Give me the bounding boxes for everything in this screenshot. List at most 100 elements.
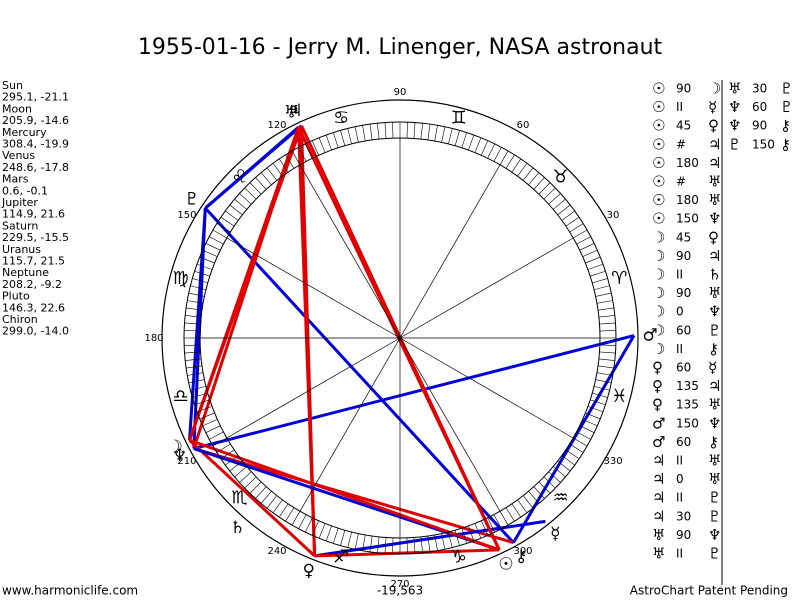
ring-tick: [595, 379, 612, 384]
aspect-planet: ☽: [652, 340, 665, 358]
ring-tick: [184, 322, 201, 325]
aspect-type: 0: [676, 305, 684, 319]
ring-tick: [528, 491, 540, 504]
planet-coords: 308.4, -19.9: [2, 138, 69, 151]
ring-tick: [354, 126, 359, 143]
aspect-type: 150: [676, 416, 699, 430]
ring-tick: [468, 134, 475, 151]
ring-tick: [332, 132, 339, 148]
ring-tick: [318, 523, 326, 539]
ring-tick: [505, 507, 515, 522]
aspect-planet: ☉: [652, 154, 665, 172]
sign-glyph: ♎: [173, 386, 189, 407]
ring-tick: [362, 125, 366, 142]
ring-tick: [384, 537, 387, 554]
ring-tick: [427, 124, 431, 140]
ring-tick: [234, 466, 247, 478]
ring-tick: [192, 278, 208, 284]
aspect-type: 90: [676, 249, 691, 263]
outer-circle: [161, 99, 639, 577]
aspect-line: [204, 207, 515, 544]
ring-tick: [579, 243, 595, 251]
wheel-planet-glyph: ☉: [498, 554, 513, 574]
planet-coords: 248.6, -17.8: [2, 161, 69, 174]
aspect-type: 30: [676, 509, 691, 523]
ring-tick: [225, 210, 239, 221]
ring-tick: [209, 236, 224, 245]
ring-tick: [186, 307, 202, 311]
aspect-type: 60: [676, 435, 691, 449]
aspect-type: 90: [676, 82, 691, 96]
spoke: [299, 164, 401, 339]
planet-coords: 146.3, 22.6: [2, 301, 65, 314]
wheel-planet-glyph: ♇: [184, 189, 199, 209]
ring-tick: [548, 471, 561, 483]
ring-tick: [216, 443, 231, 453]
ring-tick: [420, 536, 423, 553]
ring-tick: [590, 270, 606, 277]
ring-tick: [454, 130, 460, 146]
ring-tick: [592, 392, 608, 398]
aspect-planet: ♃: [652, 489, 665, 507]
ring-tick: [190, 285, 207, 290]
ring-tick: [185, 358, 202, 361]
degree-label: 270: [390, 579, 409, 590]
aspect-line: [189, 438, 500, 552]
aspect-planet: ☉: [652, 80, 665, 98]
ring-tick: [505, 154, 515, 169]
wheel-planet-glyph: ☽: [167, 437, 182, 457]
ring-tick: [369, 536, 373, 552]
ring-tick: [220, 449, 235, 460]
ring-tick: [538, 481, 551, 494]
footer-note: AstroChart Patent Pending: [630, 584, 788, 598]
ring-tick: [278, 503, 289, 518]
ring-tick: [585, 256, 601, 264]
ring-tick: [318, 137, 326, 153]
footer-site: www.harmoniclife.com: [2, 584, 138, 598]
aspect-planet: ☿: [708, 98, 717, 116]
ring-tick: [285, 154, 295, 169]
sign-glyph: ♑: [451, 546, 467, 567]
aspect-planet: ♀: [708, 228, 719, 246]
aspect-type: 60: [752, 100, 767, 114]
aspect-planet: ☽: [652, 266, 665, 284]
ring-tick: [596, 300, 613, 304]
ring-tick: [553, 198, 566, 210]
aspect-line: [193, 334, 635, 451]
ring-tick: [185, 315, 202, 318]
ring-tick: [298, 147, 307, 162]
ring-tick: [377, 536, 380, 553]
degree-label: 210: [177, 456, 196, 467]
aspect-type: 0: [676, 472, 684, 486]
aspect-type: 90: [676, 528, 691, 542]
aspect-line: [188, 439, 316, 557]
sign-glyph: ♌: [231, 166, 247, 187]
ring-tick: [413, 537, 416, 554]
ring-tick: [434, 125, 438, 142]
ring-tick: [305, 143, 313, 159]
aspect-type: 90: [676, 286, 691, 300]
aspect-planet: ♀: [652, 359, 663, 377]
ring-tick: [311, 520, 319, 536]
aspect-planet: ♆: [708, 526, 721, 544]
planet-coords: 295.1, -21.1: [2, 91, 69, 104]
ring-tick: [354, 533, 359, 550]
sign-glyph: ♈: [611, 268, 627, 289]
ring-tick: [244, 187, 257, 200]
spoke: [226, 237, 401, 339]
ring-tick: [598, 307, 614, 311]
aspect-planet: ♇: [708, 507, 721, 525]
aspect-planet: ♅: [652, 545, 665, 563]
aspect-planet: ☽: [652, 247, 665, 265]
ring-tick: [448, 531, 453, 548]
aspect-planet: ♇: [708, 489, 721, 507]
aspect-type: 150: [752, 137, 775, 151]
ring-tick: [511, 158, 522, 173]
ring-tick: [260, 172, 272, 185]
ring-tick: [598, 365, 614, 369]
ring-tick: [184, 330, 201, 332]
spoke: [399, 164, 501, 339]
ring-tick: [340, 530, 346, 546]
aspect-line: [188, 125, 303, 441]
